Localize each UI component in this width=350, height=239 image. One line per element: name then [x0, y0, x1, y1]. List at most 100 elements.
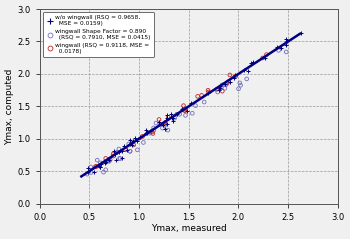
Point — [174, 112, 180, 116]
Point — [298, 31, 303, 35]
Point — [184, 109, 190, 113]
Point — [106, 159, 112, 163]
Point — [143, 128, 149, 132]
Point — [219, 83, 225, 87]
Point — [274, 45, 280, 49]
Point — [238, 83, 243, 87]
Point — [110, 152, 116, 156]
Point — [276, 49, 281, 52]
Point — [150, 131, 156, 135]
Point — [260, 56, 266, 60]
Point — [219, 89, 225, 93]
Point — [284, 50, 289, 54]
Point — [138, 135, 143, 139]
Point — [165, 128, 171, 132]
Point — [104, 160, 109, 164]
Point — [98, 161, 103, 165]
Point — [153, 121, 159, 125]
Point — [164, 122, 170, 126]
Point — [96, 164, 101, 168]
Point — [228, 80, 233, 83]
Point — [183, 114, 188, 117]
Point — [132, 136, 138, 140]
Point — [135, 140, 140, 143]
Point — [97, 166, 103, 169]
Point — [284, 43, 289, 47]
Point — [206, 90, 211, 94]
Point — [182, 109, 188, 113]
Legend: w/o wingwall (RSQ = 0.9658,
  MSE = 0.0159), wingwall Shape Factor = 0.890
  (RS: w/o wingwall (RSQ = 0.9658, MSE = 0.0159… — [43, 12, 154, 57]
Point — [199, 93, 204, 97]
Point — [181, 108, 186, 111]
Point — [144, 131, 149, 135]
Point — [130, 143, 135, 147]
Point — [241, 68, 246, 71]
Point — [222, 86, 228, 90]
Point — [119, 156, 124, 160]
Point — [156, 120, 162, 124]
Point — [128, 142, 133, 146]
Point — [181, 104, 186, 108]
Point — [134, 148, 140, 152]
Point — [251, 60, 256, 64]
Point — [151, 126, 156, 130]
Point — [170, 116, 176, 120]
Point — [93, 165, 98, 168]
Point — [103, 161, 108, 165]
Point — [117, 157, 123, 161]
X-axis label: Ymax, measured: Ymax, measured — [151, 224, 226, 234]
Point — [145, 130, 150, 134]
Point — [116, 150, 121, 154]
Point — [205, 91, 210, 94]
Point — [162, 127, 167, 131]
Point — [98, 165, 103, 169]
Point — [183, 107, 188, 111]
Point — [215, 90, 220, 94]
Point — [121, 145, 127, 148]
Point — [227, 73, 233, 77]
Point — [225, 80, 231, 84]
Point — [222, 82, 228, 86]
Point — [105, 157, 111, 161]
Point — [103, 168, 108, 172]
Point — [158, 123, 163, 126]
Point — [128, 142, 134, 146]
Point — [237, 81, 243, 85]
Point — [170, 119, 175, 123]
Point — [164, 116, 170, 120]
Point — [284, 39, 290, 43]
Point — [141, 141, 146, 144]
Point — [223, 83, 229, 87]
Point — [149, 130, 154, 133]
Point — [248, 61, 254, 65]
Point — [162, 123, 168, 127]
Point — [88, 165, 93, 169]
Point — [101, 170, 106, 174]
Point — [143, 130, 149, 134]
Point — [195, 94, 201, 98]
Point — [111, 149, 116, 152]
Point — [264, 53, 269, 56]
Point — [214, 87, 219, 91]
Point — [131, 139, 136, 143]
Point — [85, 170, 91, 174]
Point — [177, 112, 182, 116]
Point — [169, 112, 174, 116]
Point — [216, 88, 222, 92]
Point — [93, 165, 99, 168]
Point — [189, 111, 195, 115]
Point — [164, 113, 170, 117]
Point — [162, 121, 167, 125]
Point — [106, 158, 112, 162]
Point — [232, 76, 237, 80]
Point — [246, 70, 251, 73]
Point — [94, 158, 100, 162]
Point — [114, 150, 120, 154]
Point — [131, 143, 136, 147]
Point — [175, 112, 180, 115]
Point — [244, 77, 250, 81]
Point — [149, 130, 155, 134]
Point — [262, 56, 268, 60]
Point — [166, 115, 171, 119]
Point — [127, 138, 133, 142]
